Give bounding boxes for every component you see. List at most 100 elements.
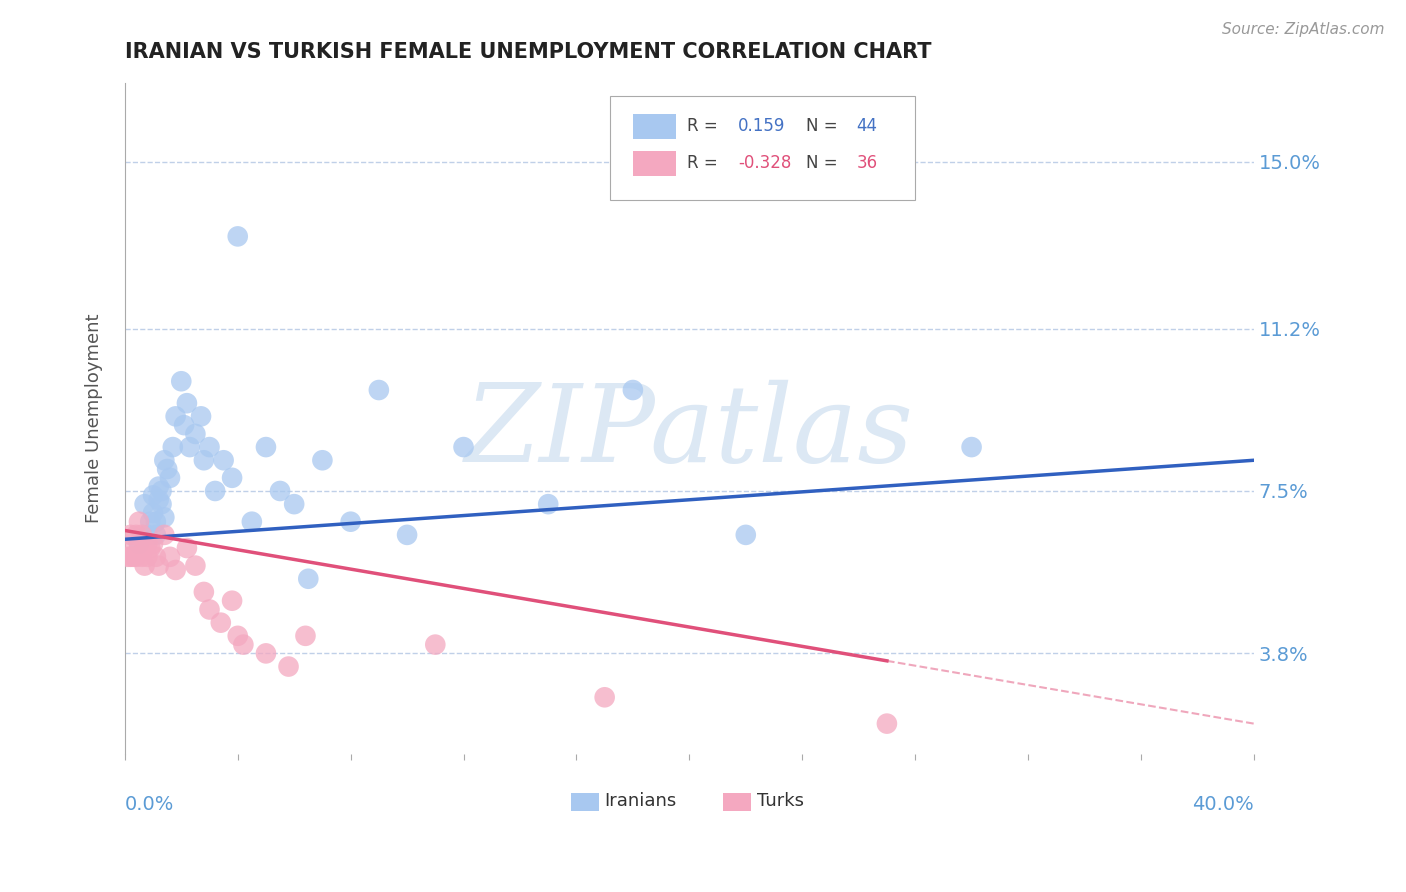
Point [139, 541, 162, 555]
Point [165, 563, 187, 577]
FancyBboxPatch shape [610, 96, 915, 201]
Text: N =: N = [806, 154, 837, 172]
Point [396, 528, 419, 542]
Text: ZIPatlas: ZIPatlas [465, 379, 914, 484]
Point [145, 528, 167, 542]
Point [176, 541, 198, 555]
Point [131, 549, 153, 564]
Point [148, 480, 170, 494]
Point [142, 506, 165, 520]
Point [145, 549, 167, 564]
Point [184, 426, 207, 441]
Point [142, 536, 165, 550]
Point [131, 528, 153, 542]
Point [150, 483, 173, 498]
Point [120, 549, 142, 564]
Point [204, 483, 226, 498]
Point [734, 528, 756, 542]
Point [156, 462, 179, 476]
Text: Source: ZipAtlas.com: Source: ZipAtlas.com [1222, 22, 1385, 37]
Point [162, 440, 184, 454]
Point [145, 515, 167, 529]
Point [254, 440, 277, 454]
Point [960, 440, 983, 454]
Text: N =: N = [806, 118, 837, 136]
Point [198, 440, 221, 454]
Point [176, 396, 198, 410]
Point [209, 615, 232, 630]
Text: Turks: Turks [756, 792, 804, 810]
Point [136, 536, 159, 550]
Point [179, 440, 201, 454]
Point [283, 497, 305, 511]
Text: 44: 44 [856, 118, 877, 136]
Text: 0.0%: 0.0% [125, 795, 174, 814]
Text: -0.328: -0.328 [738, 154, 792, 172]
Text: 0.159: 0.159 [738, 118, 786, 136]
Point [136, 528, 159, 542]
Point [117, 549, 139, 564]
Y-axis label: Female Unemployment: Female Unemployment [86, 314, 103, 524]
Point [221, 593, 243, 607]
Point [134, 497, 156, 511]
Point [184, 558, 207, 573]
Point [537, 497, 560, 511]
Point [621, 383, 644, 397]
Point [128, 536, 150, 550]
Point [294, 629, 316, 643]
FancyBboxPatch shape [723, 793, 751, 812]
Point [593, 690, 616, 705]
Point [193, 453, 215, 467]
Point [170, 374, 193, 388]
Text: Iranians: Iranians [605, 792, 676, 810]
Point [122, 541, 145, 555]
Point [453, 440, 475, 454]
Point [134, 541, 156, 555]
Point [128, 536, 150, 550]
Point [311, 453, 333, 467]
Point [142, 488, 165, 502]
Point [153, 510, 176, 524]
Point [153, 528, 176, 542]
Text: R =: R = [688, 118, 718, 136]
FancyBboxPatch shape [633, 151, 676, 176]
Point [254, 647, 277, 661]
Point [134, 558, 156, 573]
Point [125, 549, 148, 564]
Point [339, 515, 361, 529]
Point [139, 515, 162, 529]
Point [128, 515, 150, 529]
Point [122, 549, 145, 564]
Point [232, 638, 254, 652]
Point [136, 549, 159, 564]
Point [159, 549, 181, 564]
Text: 36: 36 [856, 154, 877, 172]
Point [425, 638, 447, 652]
Point [120, 528, 142, 542]
Point [198, 602, 221, 616]
Point [297, 572, 319, 586]
Point [190, 409, 212, 424]
Point [277, 659, 299, 673]
Text: R =: R = [688, 154, 718, 172]
Point [226, 229, 249, 244]
Point [226, 629, 249, 643]
Point [221, 471, 243, 485]
FancyBboxPatch shape [571, 793, 599, 812]
Point [240, 515, 263, 529]
Text: 40.0%: 40.0% [1192, 795, 1254, 814]
Point [193, 585, 215, 599]
Point [269, 483, 291, 498]
Point [876, 716, 898, 731]
Point [173, 418, 195, 433]
Text: IRANIAN VS TURKISH FEMALE UNEMPLOYMENT CORRELATION CHART: IRANIAN VS TURKISH FEMALE UNEMPLOYMENT C… [125, 42, 931, 62]
Point [367, 383, 389, 397]
Point [125, 528, 148, 542]
Point [165, 409, 187, 424]
Point [153, 453, 176, 467]
Point [148, 492, 170, 507]
Point [159, 471, 181, 485]
Point [148, 558, 170, 573]
Point [150, 497, 173, 511]
FancyBboxPatch shape [633, 113, 676, 139]
